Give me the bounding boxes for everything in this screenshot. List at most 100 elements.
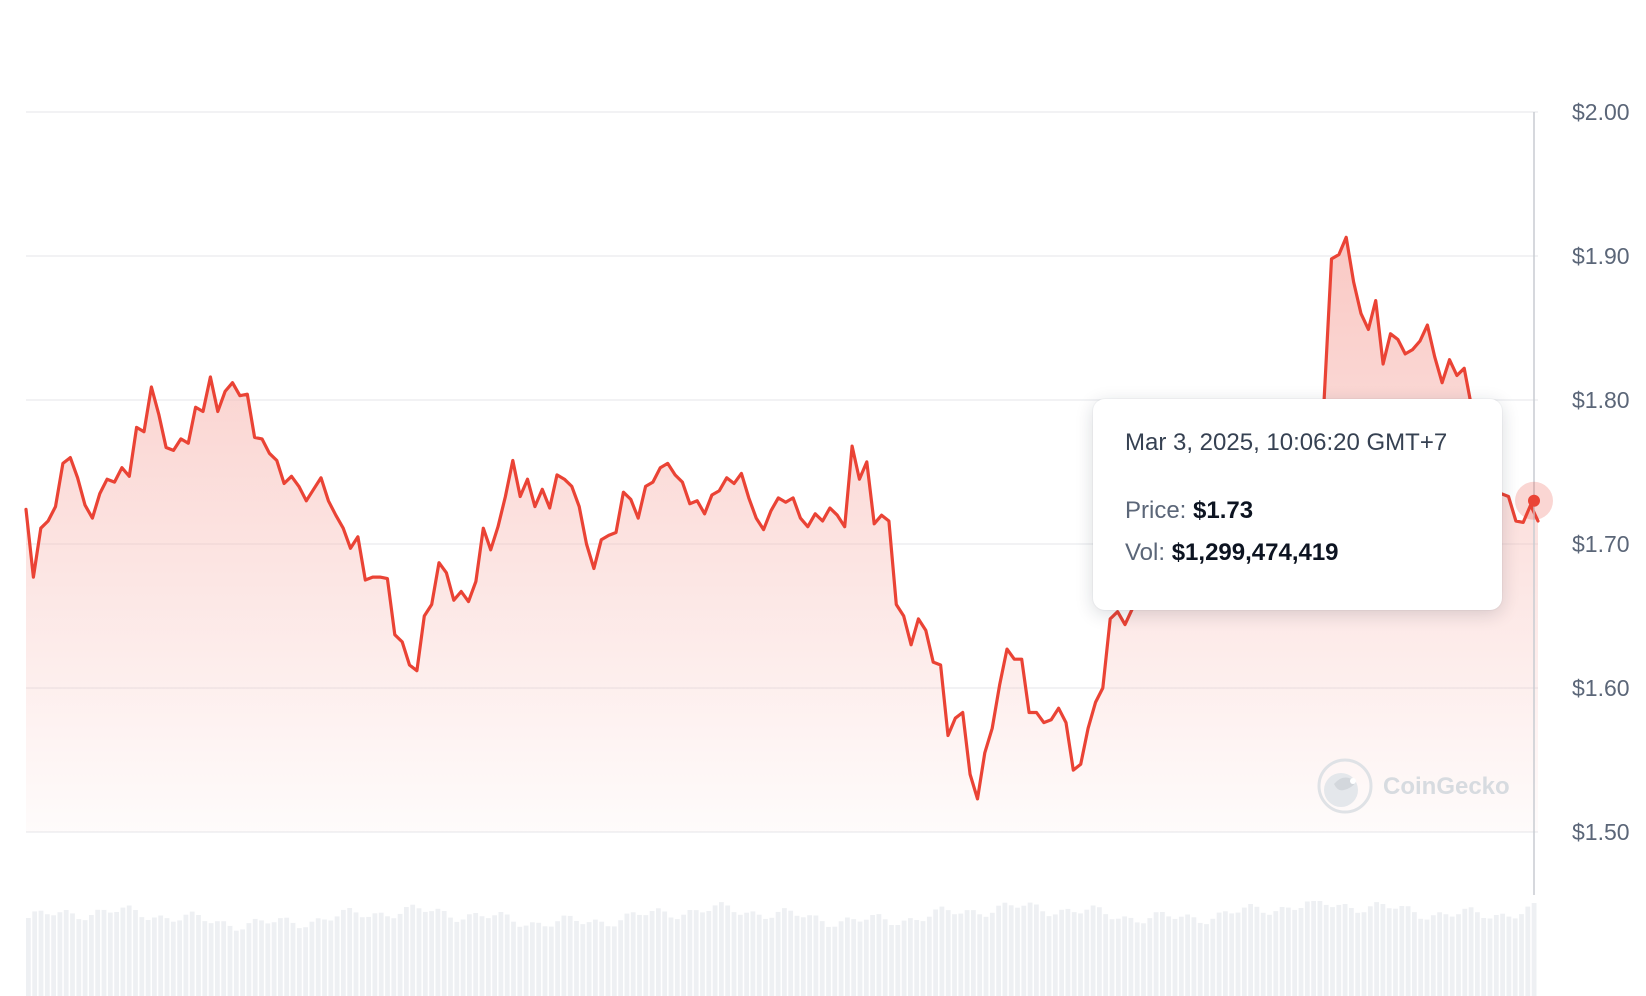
volume-bar [649,911,655,996]
volume-bar [57,912,63,996]
volume-bar [744,912,749,996]
volume-bar [378,912,384,996]
volume-bar [593,919,598,996]
volume-bar [574,921,579,996]
volume-bar [120,907,126,996]
volume-bar [1059,909,1064,996]
volume-bar [38,910,44,996]
volume-bar [215,921,220,996]
volume-bar [895,925,901,996]
volume-bar [271,922,277,996]
volume-bar [1172,918,1178,996]
volume-bar [107,912,113,996]
volume-bar [359,917,365,996]
volume-bar [1468,907,1474,996]
volume-bar [725,905,731,996]
volume-bar [139,917,145,996]
volume-bar [416,908,422,996]
volume-bar [945,910,951,996]
volume-bar [1141,923,1146,996]
volume-bar [643,915,649,996]
volume-bar [1248,904,1253,996]
volume-bar [278,918,283,996]
volume-bar [1109,919,1115,996]
volume-bar [189,911,195,996]
volume-bar [152,917,157,996]
volume-bar [70,913,75,996]
volume-bar [397,913,403,996]
volume-bar [901,920,907,996]
volume-bar [763,918,768,996]
volume-bar [882,919,888,996]
volume-bar [240,929,245,996]
volume-bar [599,921,605,996]
volume-bar [1317,901,1323,996]
volume-bar [76,919,82,996]
volume-bar [101,909,107,996]
volume-bar [813,915,819,996]
volume-bar [1418,918,1424,996]
volume-bar [1342,904,1348,996]
volume-bar [322,919,327,996]
volume-bar [819,921,825,996]
volume-bar [460,919,466,996]
volume-bar [1040,911,1046,996]
volume-bar [208,923,214,996]
volume-bar [467,914,472,996]
volume-bar [605,926,611,996]
volume-bar [561,915,567,996]
volume-bar [347,908,353,996]
tooltip-date: Mar 3, 2025, 10:06:20 GMT+7 [1125,429,1448,456]
volume-bar [1254,906,1260,996]
volume-bar [385,916,390,996]
volume-bar [1500,913,1505,996]
volume-bar [1078,913,1083,996]
volume-bar [1015,907,1020,996]
volume-bar [126,905,132,996]
tooltip-price-label: Price: [1125,497,1187,524]
volume-bar [548,926,554,996]
volume-bar [492,915,497,996]
volume-bar [1380,904,1386,996]
volume-bar [1210,918,1216,996]
volume-bar [303,927,308,996]
volume-bar [422,911,428,996]
volume-bar [530,922,535,996]
volume-bar [196,915,201,996]
volume-bar [183,914,189,996]
volume-bar [706,911,712,996]
volume-bar [328,920,334,996]
volume-bar [341,909,346,996]
volume-bar [259,920,264,996]
volume-bar [202,921,208,996]
volume-bar [177,920,182,996]
volume-bar [1160,912,1165,996]
volume-bar [1462,908,1468,996]
volume-bar [1115,918,1121,996]
volume-bar [1512,918,1518,996]
volume-bar [1223,911,1228,996]
volume-bar [1443,914,1449,996]
volume-bar [1531,903,1537,996]
volume-bar [1279,907,1285,996]
volume-bar [536,922,542,996]
watermark: CoinGecko [1317,758,1510,814]
volume-bar [1122,916,1127,996]
volume-bar [252,918,258,996]
volume-bar [290,922,296,996]
volume-bar [1449,916,1455,996]
volume-bar [523,925,529,996]
volume-bar [1525,906,1531,996]
volume-bar [964,910,970,996]
volume-bar [1506,916,1512,996]
volume-bar [1002,902,1008,996]
volume-bar [1052,914,1058,996]
volume-bar [448,917,453,996]
volume-bar [624,913,630,996]
volume-bar [95,909,101,996]
volume-bar [89,915,94,996]
volume-bar [1493,915,1499,996]
volume-bar [1273,911,1279,996]
